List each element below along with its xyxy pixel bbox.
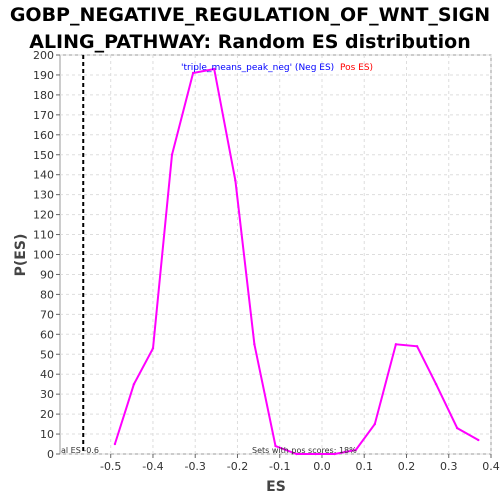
data-point [455, 426, 459, 430]
y-tick-label: 150 [33, 149, 54, 162]
grid [60, 54, 492, 455]
y-axis-ticks: 0 10 20 30 40 50 60 70 80 90 100 110 120 130 140 150 160… [33, 49, 60, 461]
data-point [191, 71, 195, 75]
y-tick-label: 100 [33, 249, 54, 262]
y-tick-label: 0 [47, 448, 54, 461]
chart-title: GOBP_NEGATIVE_REGULATION_OF_WNT_SIGN ALI… [0, 2, 500, 56]
x-tick-label: -0.4 [142, 460, 163, 473]
y-tick-label: 190 [33, 69, 54, 82]
chart-title-line-2: ALING_PATHWAY: Random ES distribution [29, 31, 471, 53]
data-point [354, 448, 357, 452]
y-axis-label: P(ES) [13, 234, 29, 277]
legend-pos-label: Pos ES) [340, 63, 373, 73]
pos-scores-annotation: Sets with pos scores: 18% [252, 446, 357, 455]
y-tick-label: 80 [40, 288, 54, 301]
chart-title-line-1: GOBP_NEGATIVE_REGULATION_OF_WNT_SIGN [9, 4, 491, 26]
y-tick-label: 160 [33, 129, 54, 142]
data-point [477, 438, 480, 442]
data-point [113, 442, 117, 446]
data-point [253, 343, 256, 346]
x-axis-ticks: -0.5 -0.4 -0.3 -0.2 -0.1 0.0 0.1 0.2 0.3 0.4 [100, 454, 500, 473]
x-axis-label: ES [266, 479, 286, 495]
y-tick-label: 120 [33, 209, 54, 222]
data-point [274, 444, 277, 448]
x-tick-label: -0.1 [269, 460, 290, 473]
data-point [373, 422, 376, 426]
legend-neg-label: 'triple_means_peak_neg' (Neg ES) [181, 63, 334, 73]
y-tick-label: 110 [33, 229, 54, 242]
y-tick-label: 50 [40, 348, 54, 361]
y-tick-label: 140 [33, 169, 54, 182]
data-point [394, 343, 398, 346]
x-tick-label: -0.2 [227, 460, 248, 473]
data-point [132, 382, 136, 386]
y-tick-label: 130 [33, 189, 54, 202]
y-tick-label: 60 [40, 328, 54, 341]
data-point [434, 382, 438, 386]
x-tick-label: 0.1 [355, 460, 373, 473]
data-point [234, 179, 237, 182]
y-tick-label: 90 [40, 268, 54, 281]
data-point [314, 452, 317, 456]
data-point [170, 153, 174, 156]
data-point [213, 67, 216, 71]
x-tick-label: 0.4 [482, 460, 500, 473]
data-point [415, 345, 419, 348]
x-tick-label: -0.3 [184, 460, 205, 473]
y-tick-label: 180 [33, 89, 54, 102]
data-point [333, 452, 336, 456]
y-tick-label: 10 [40, 428, 54, 441]
y-tick-label: 30 [40, 388, 54, 401]
series-points [113, 67, 480, 456]
real-es-label: al ES -0.6 [61, 446, 99, 455]
y-tick-label: 20 [40, 408, 54, 421]
y-tick-label: 70 [40, 308, 54, 321]
y-tick-label: 200 [33, 49, 54, 62]
data-point [151, 347, 155, 350]
x-tick-label: 0.0 [313, 460, 331, 473]
y-tick-label: 170 [33, 109, 54, 122]
data-point [295, 452, 298, 456]
y-tick-label: 40 [40, 368, 54, 381]
x-tick-label: 0.2 [398, 460, 416, 473]
x-tick-label: -0.5 [100, 460, 121, 473]
x-tick-label: 0.3 [440, 460, 458, 473]
